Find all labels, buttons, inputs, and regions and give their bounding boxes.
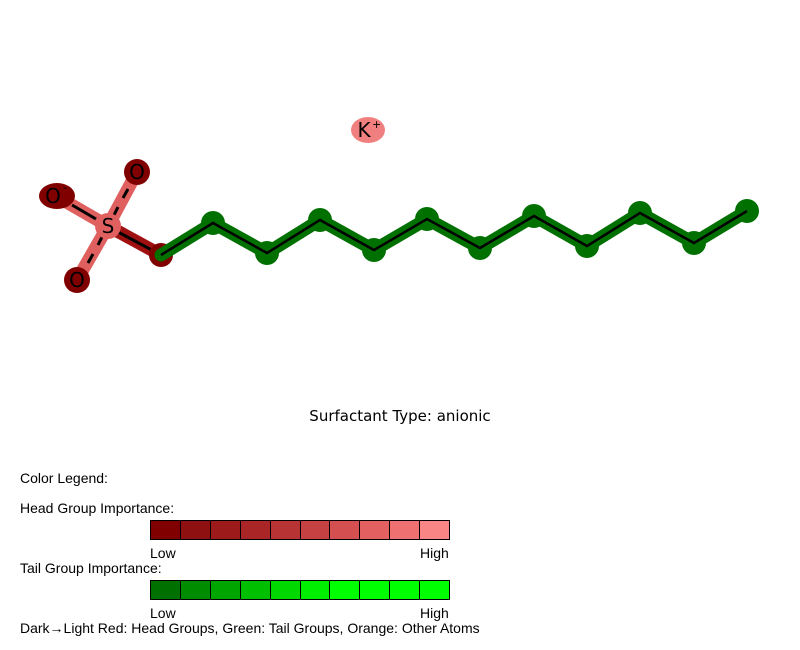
- tail-swatch-3: [209, 581, 240, 599]
- head-swatch-4: [239, 521, 270, 539]
- tail-swatch-1: [151, 581, 180, 599]
- atom-o-left-label: O: [45, 184, 61, 208]
- tail-swatch-10: [419, 581, 450, 599]
- head-swatch-6: [299, 521, 330, 539]
- head-swatch-9: [389, 521, 420, 539]
- tail-swatch-5: [269, 581, 300, 599]
- tail-swatch-2: [179, 581, 210, 599]
- head-swatch-5: [269, 521, 300, 539]
- tail-swatch-9: [389, 581, 420, 599]
- atom-k-charge: +: [372, 118, 381, 131]
- tail-group: [154, 199, 759, 265]
- tail-color-bar: [150, 580, 450, 600]
- bond-line-s-o-top-a: [112, 206, 120, 216]
- atom-o-bottom-label: O: [69, 268, 85, 292]
- head-group: O O - O S: [39, 159, 173, 293]
- atom-o-left-circle: [39, 183, 75, 209]
- head-color-bar: [150, 520, 450, 540]
- head-swatch-8: [359, 521, 390, 539]
- molecule-diagram: O O - O S K +: [39, 117, 759, 293]
- head-low-label: Low: [150, 545, 176, 561]
- bond-line-s-o-left: [71, 203, 97, 221]
- tail-swatch-4: [239, 581, 270, 599]
- head-swatch-7: [329, 521, 360, 539]
- tail-low-label: Low: [150, 605, 176, 621]
- tail-high-label: High: [420, 605, 449, 621]
- atom-s-circle: [95, 213, 121, 239]
- legend-footer: Dark→Light Red: Head Groups, Green: Tail…: [20, 620, 480, 636]
- tail-legend-label: Tail Group Importance:: [20, 560, 162, 576]
- bond-line-s-o-bottom-b: [86, 253, 95, 264]
- atom-o-bottom-circle: [64, 267, 90, 293]
- atom-k-circle: [351, 117, 385, 143]
- head-swatch-3: [209, 521, 240, 539]
- atom-k-label: K: [357, 118, 371, 142]
- atom-o-top-circle: [124, 159, 150, 185]
- head-high-label: High: [420, 545, 449, 561]
- tail-swatch-7: [329, 581, 360, 599]
- surfactant-type-caption: Surfactant Type: anionic: [309, 407, 491, 425]
- head-swatch-10: [419, 521, 450, 539]
- tail-bond-line: [160, 209, 748, 257]
- bond-line-s-o-bottom-a: [96, 236, 104, 246]
- tail-swatch-8: [359, 581, 390, 599]
- atom-s-label: S: [102, 214, 115, 238]
- bond-line-s-o-top-b: [121, 188, 130, 199]
- legend-title: Color Legend:: [20, 470, 108, 486]
- atom-o-top-label: O: [129, 160, 145, 184]
- head-swatch-1: [151, 521, 180, 539]
- tail-swatch-6: [299, 581, 330, 599]
- counter-ion: K +: [351, 117, 385, 143]
- head-swatch-2: [179, 521, 210, 539]
- head-legend-label: Head Group Importance:: [20, 500, 175, 516]
- atom-o-left-charge: -: [63, 181, 67, 194]
